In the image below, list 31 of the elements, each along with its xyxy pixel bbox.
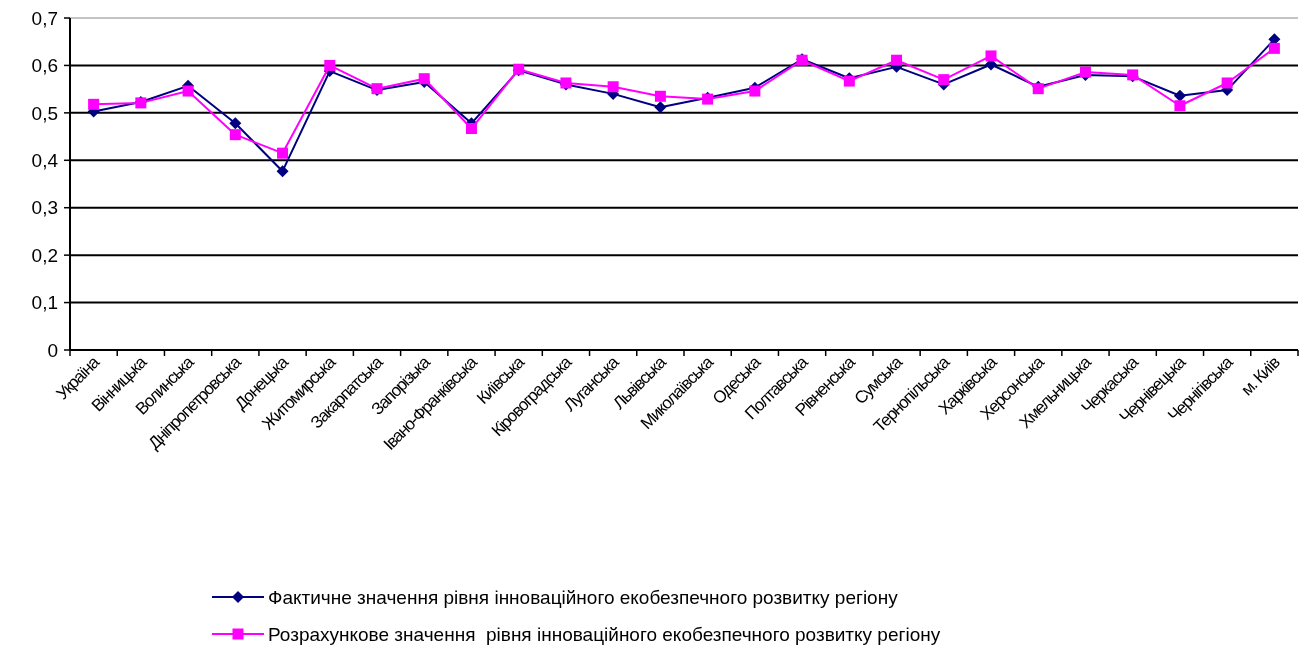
point — [182, 85, 194, 97]
y-tick-label: 0,6 — [31, 55, 58, 77]
legend-label: Фактичне значення рівня інноваційного екобезпечного розвитку регіону — [268, 586, 899, 608]
point — [277, 147, 289, 159]
point — [938, 74, 950, 86]
point — [465, 123, 477, 135]
point — [654, 90, 666, 102]
y-tick-label: 0,7 — [31, 7, 58, 29]
y-tick-label: 0,3 — [31, 197, 58, 219]
point — [891, 54, 903, 66]
y-tick-label: 0 — [47, 339, 58, 361]
point — [88, 98, 100, 110]
point — [1221, 77, 1233, 89]
point — [1173, 89, 1186, 102]
y-tick-label: 0,1 — [31, 292, 58, 314]
point — [229, 129, 241, 141]
y-tick-label: 0,5 — [31, 102, 58, 124]
point — [1174, 100, 1186, 112]
point — [749, 85, 761, 97]
point — [607, 81, 619, 93]
point — [1268, 42, 1280, 54]
point — [229, 117, 242, 130]
y-tick-label: 0,2 — [31, 244, 58, 266]
point — [418, 73, 430, 85]
point — [654, 101, 667, 114]
point — [985, 50, 997, 62]
legend-label: Розрахункове значення рівня інноваційного екобезпечного розвитку регіону — [268, 623, 941, 645]
y-tick-label: 0,4 — [31, 149, 59, 171]
point — [324, 59, 336, 71]
point — [276, 165, 289, 178]
x-tick-label: м. Київ — [1237, 352, 1285, 400]
